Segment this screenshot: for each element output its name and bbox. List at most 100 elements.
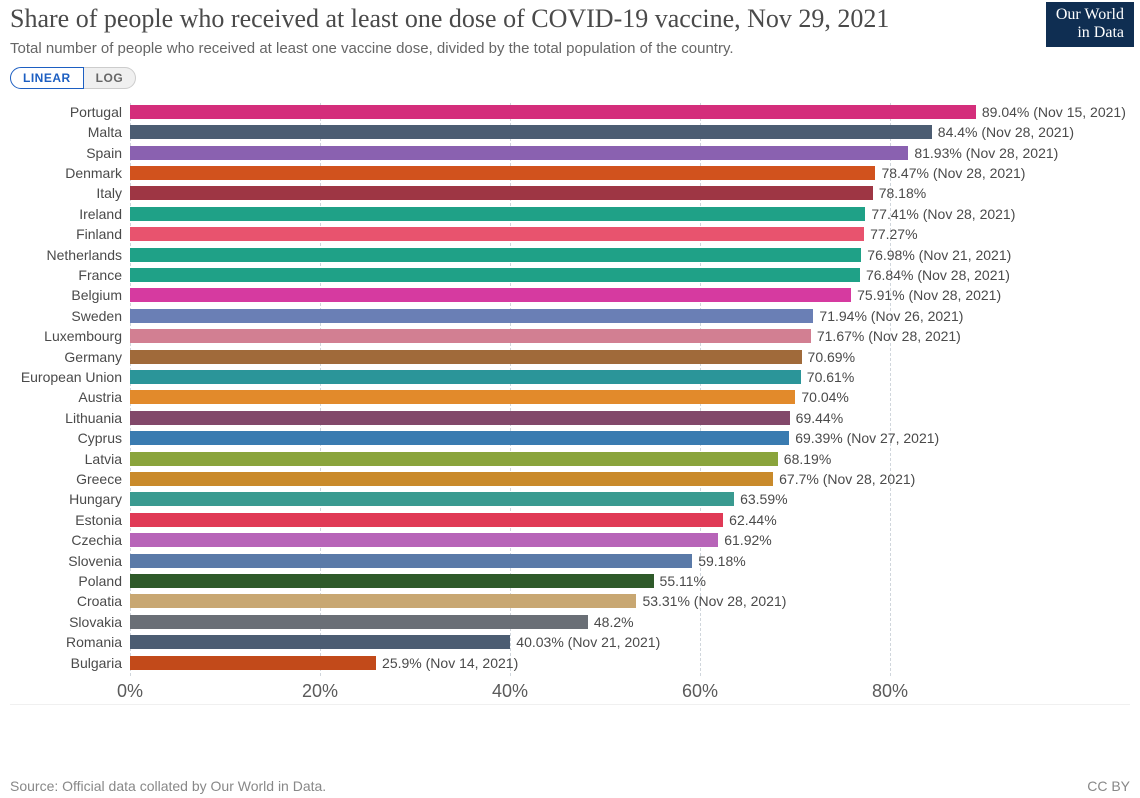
bar-row: Belgium75.91% (Nov 28, 2021) — [130, 286, 1080, 304]
bar-value-label: 55.11% — [654, 573, 706, 589]
bar-row: Czechia61.92% — [130, 531, 1080, 549]
bar-value-label: 68.19% — [778, 451, 831, 467]
bar-value-label: 40.03% (Nov 21, 2021) — [510, 634, 660, 650]
bar[interactable] — [130, 146, 908, 160]
bar[interactable] — [130, 125, 932, 139]
source-text: Source: Official data collated by Our Wo… — [10, 778, 326, 794]
bar-value-label: 81.93% (Nov 28, 2021) — [908, 145, 1058, 161]
bar[interactable] — [130, 166, 875, 180]
bar-row: Greece67.7% (Nov 28, 2021) — [130, 470, 1080, 488]
bar-category-label: Hungary — [69, 491, 130, 507]
bar-row: Netherlands76.98% (Nov 21, 2021) — [130, 246, 1080, 264]
bar[interactable] — [130, 533, 718, 547]
bar-category-label: Czechia — [71, 532, 130, 548]
x-tick-label: 20% — [302, 681, 338, 702]
logo-line2: in Data — [1077, 24, 1124, 41]
bar-row: Italy78.18% — [130, 184, 1080, 202]
bar-row: Luxembourg71.67% (Nov 28, 2021) — [130, 327, 1080, 345]
bar-value-label: 89.04% (Nov 15, 2021) — [976, 104, 1126, 120]
bar-row: Bulgaria25.9% (Nov 14, 2021) — [130, 654, 1080, 672]
bar-row: Malta84.4% (Nov 28, 2021) — [130, 123, 1080, 141]
bar-value-label: 69.44% — [790, 410, 843, 426]
bar[interactable] — [130, 513, 723, 527]
bar-row: Austria70.04% — [130, 388, 1080, 406]
bar-value-label: 67.7% (Nov 28, 2021) — [773, 471, 915, 487]
bar[interactable] — [130, 431, 789, 445]
bar-category-label: Spain — [86, 145, 130, 161]
linear-button[interactable]: LINEAR — [10, 67, 84, 89]
bar-category-label: Malta — [88, 124, 130, 140]
bar-value-label: 62.44% — [723, 512, 776, 528]
bar[interactable] — [130, 268, 860, 282]
bar-value-label: 78.47% (Nov 28, 2021) — [875, 165, 1025, 181]
bar[interactable] — [130, 656, 376, 670]
bar[interactable] — [130, 105, 976, 119]
bar[interactable] — [130, 186, 873, 200]
bar-row: Germany70.69% — [130, 348, 1080, 366]
owid-logo[interactable]: Our World in Data — [1046, 2, 1134, 47]
bar-category-label: France — [78, 267, 130, 283]
bar-category-label: Cyprus — [78, 430, 130, 446]
bar-value-label: 76.84% (Nov 28, 2021) — [860, 267, 1010, 283]
bar-row: Finland77.27% — [130, 225, 1080, 243]
bar[interactable] — [130, 635, 510, 649]
bar-category-label: Bulgaria — [71, 655, 130, 671]
bar[interactable] — [130, 350, 802, 364]
bar-category-label: Greece — [76, 471, 130, 487]
bar[interactable] — [130, 452, 778, 466]
bar-row: Lithuania69.44% — [130, 409, 1080, 427]
bar-value-label: 71.67% (Nov 28, 2021) — [811, 328, 961, 344]
bar[interactable] — [130, 411, 790, 425]
bar-row: Slovakia48.2% — [130, 613, 1080, 631]
bar-row: Poland55.11% — [130, 572, 1080, 590]
bar-value-label: 70.04% — [795, 389, 848, 405]
bar-category-label: Poland — [78, 573, 130, 589]
bar[interactable] — [130, 390, 795, 404]
bar-category-label: Italy — [96, 185, 130, 201]
bar-category-label: Lithuania — [65, 410, 130, 426]
bar[interactable] — [130, 309, 813, 323]
bar[interactable] — [130, 594, 636, 608]
bar[interactable] — [130, 207, 865, 221]
x-tick-label: 40% — [492, 681, 528, 702]
bar-row: Portugal89.04% (Nov 15, 2021) — [130, 103, 1080, 121]
bar-category-label: Ireland — [79, 206, 130, 222]
chart-subtitle: Total number of people who received at l… — [10, 40, 1130, 57]
bar[interactable] — [130, 472, 773, 486]
bar[interactable] — [130, 329, 811, 343]
bar[interactable] — [130, 288, 851, 302]
bar-category-label: Romania — [66, 634, 130, 650]
bar[interactable] — [130, 554, 692, 568]
bar[interactable] — [130, 370, 801, 384]
license-text: CC BY — [1087, 778, 1130, 794]
bar-category-label: Finland — [76, 226, 130, 242]
bar-value-label: 70.69% — [802, 349, 855, 365]
bar-value-label: 78.18% — [873, 185, 926, 201]
bar-row: Sweden71.94% (Nov 26, 2021) — [130, 307, 1080, 325]
x-tick-label: 0% — [117, 681, 143, 702]
bar[interactable] — [130, 248, 861, 262]
bar[interactable] — [130, 615, 588, 629]
bar-value-label: 59.18% — [692, 553, 745, 569]
bar-chart: 0%20%40%60%80%Portugal89.04% (Nov 15, 20… — [10, 103, 1130, 705]
bar-row: Romania40.03% (Nov 21, 2021) — [130, 633, 1080, 651]
bar-category-label: Estonia — [75, 512, 130, 528]
log-button[interactable]: LOG — [84, 67, 137, 89]
logo-line1: Our World — [1056, 6, 1124, 23]
bar-value-label: 61.92% — [718, 532, 771, 548]
bar-category-label: Luxembourg — [44, 328, 130, 344]
bar-row: Cyprus69.39% (Nov 27, 2021) — [130, 429, 1080, 447]
bar-row: Hungary63.59% — [130, 490, 1080, 508]
bar-row: European Union70.61% — [130, 368, 1080, 386]
bar-row: Croatia53.31% (Nov 28, 2021) — [130, 592, 1080, 610]
bar[interactable] — [130, 227, 864, 241]
bar[interactable] — [130, 492, 734, 506]
bar-value-label: 77.41% (Nov 28, 2021) — [865, 206, 1015, 222]
bar-row: Spain81.93% (Nov 28, 2021) — [130, 144, 1080, 162]
bar-row: Latvia68.19% — [130, 450, 1080, 468]
bar-value-label: 69.39% (Nov 27, 2021) — [789, 430, 939, 446]
bar-value-label: 25.9% (Nov 14, 2021) — [376, 655, 518, 671]
bar-category-label: Austria — [78, 389, 130, 405]
bar[interactable] — [130, 574, 654, 588]
bar-category-label: Croatia — [77, 593, 130, 609]
